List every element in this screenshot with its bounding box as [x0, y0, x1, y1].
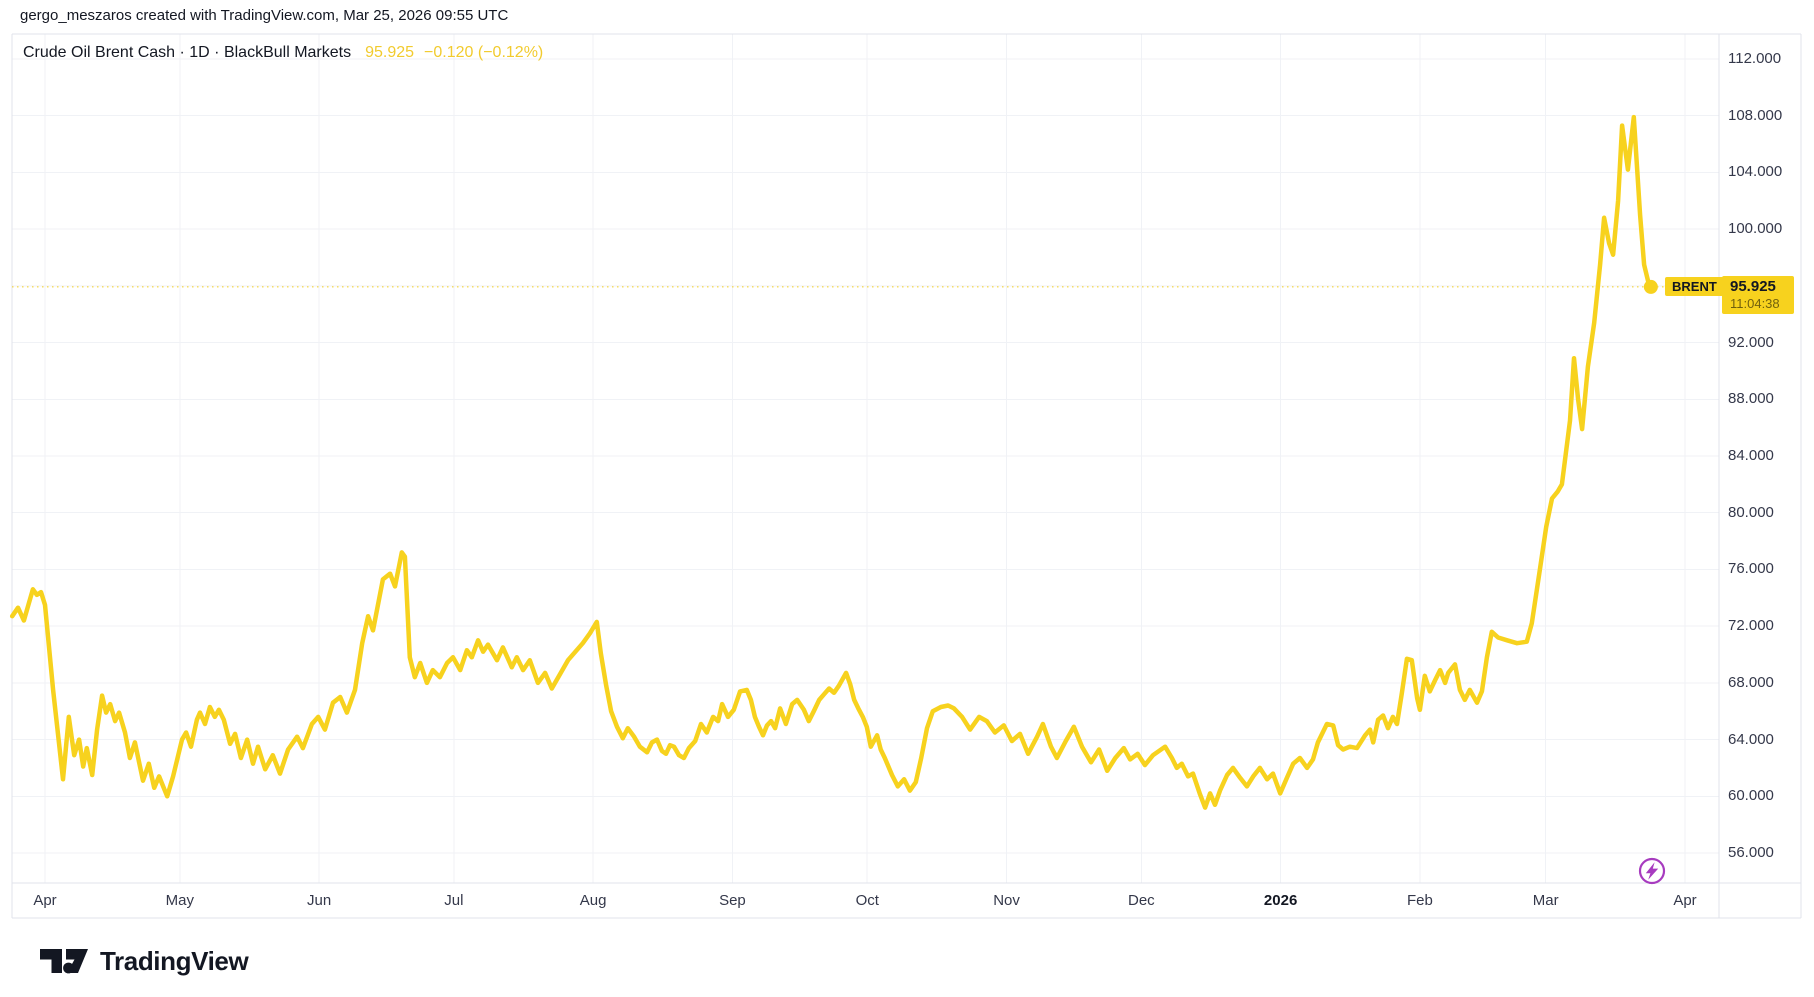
symbol-title: Crude Oil Brent Cash · 1D · BlackBull Ma… — [23, 44, 352, 61]
price-axis-label: 92.000 — [1728, 333, 1774, 351]
price-axis-label: 112.000 — [1728, 50, 1782, 67]
time-axis-label: Mar — [1532, 892, 1559, 909]
attribution-text: gergo_meszaros created with TradingView.… — [20, 7, 509, 24]
bar-countdown: 11:04:38 — [1730, 295, 1780, 311]
last-price-dot — [1643, 279, 1658, 294]
price-axis-label: 72.000 — [1728, 617, 1774, 635]
price-axis-label: 64.000 — [1728, 730, 1774, 748]
legend-last-price: 95.925 — [365, 44, 415, 61]
time-axis-label: Jul — [444, 892, 464, 909]
time-axis-label: Apr — [33, 892, 57, 909]
price-axis-label: 108.000 — [1728, 106, 1783, 124]
last-price-value: 95.925 — [1730, 277, 1776, 295]
tradingview-logo-mark — [40, 949, 88, 974]
legend-change: −0.120 (−0.12%) — [424, 44, 544, 61]
last-price-badge: 95.925 11:04:38 — [1722, 275, 1794, 314]
price-axis-label: 104.000 — [1728, 163, 1783, 181]
time-axis-label: Dec — [1127, 892, 1155, 909]
time-axis-label: Oct — [855, 892, 879, 909]
series-line — [9, 114, 1654, 810]
time-axis-label: 2026 — [1263, 892, 1298, 909]
time-axis-label: Sep — [719, 892, 746, 909]
series-name-badge: BRENT — [1665, 277, 1724, 297]
lightning-marker-icon[interactable] — [1638, 857, 1666, 885]
price-axis-label: 68.000 — [1728, 673, 1774, 691]
time-axis-label: Apr — [1673, 892, 1697, 909]
time-axis-label: May — [165, 892, 194, 909]
time-axis-label: Nov — [993, 892, 1020, 909]
time-axis-label: Aug — [579, 892, 607, 909]
tradingview-logo-text: TradingView — [100, 945, 249, 976]
price-axis-label: 100.000 — [1728, 220, 1783, 238]
tradingview-logo[interactable]: TradingView — [40, 944, 249, 978]
price-axis-label: 88.000 — [1728, 390, 1774, 408]
price-axis-label: 84.000 — [1728, 447, 1774, 464]
time-axis-label: Jun — [306, 892, 332, 909]
price-axis-label: 80.000 — [1728, 503, 1774, 521]
price-axis-label: 60.000 — [1728, 787, 1774, 805]
time-axis-label: Feb — [1406, 892, 1433, 909]
price-axis-label: 56.000 — [1728, 844, 1774, 861]
symbol-legend[interactable]: Crude Oil Brent Cash · 1D · BlackBull Ma… — [23, 44, 553, 62]
price-axis-label: 76.000 — [1728, 560, 1774, 578]
